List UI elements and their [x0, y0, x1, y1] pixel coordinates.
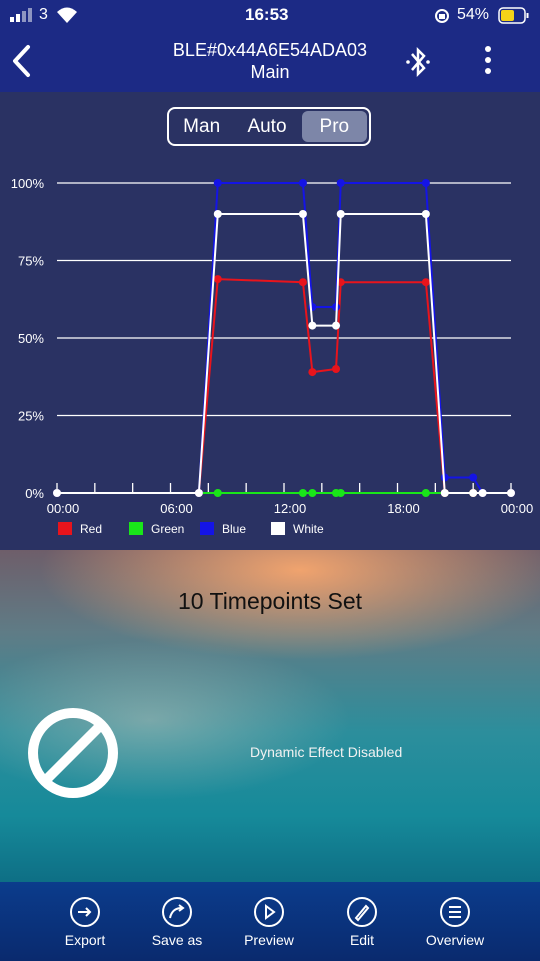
data-point — [53, 489, 61, 497]
data-point — [478, 489, 487, 497]
data-point — [308, 489, 317, 497]
data-point — [336, 179, 345, 187]
x-tick-label: 18:00 — [387, 501, 420, 516]
data-point — [308, 321, 317, 330]
bottom-toolbar: Export Save as Preview Edit Overview — [0, 882, 540, 961]
data-point — [332, 365, 341, 373]
y-tick-label: 25% — [18, 409, 44, 424]
legend-swatch — [129, 522, 143, 535]
data-point — [213, 210, 222, 218]
toolbar-button[interactable]: Preview — [219, 882, 319, 961]
clock: 16:53 — [245, 5, 289, 24]
toolbar-label: Overview — [425, 932, 485, 948]
battery-icon — [498, 7, 529, 24]
mode-button[interactable]: Auto — [247, 115, 287, 137]
data-point — [213, 275, 222, 284]
toolbar-label: Export — [64, 932, 106, 948]
data-point — [298, 489, 307, 497]
back-button[interactable] — [10, 44, 34, 78]
legend-label: White — [293, 522, 324, 536]
toolbar-label: Save as — [151, 932, 203, 948]
data-point — [213, 489, 222, 497]
more-menu-button[interactable] — [480, 44, 496, 78]
data-point — [421, 278, 430, 287]
mode-selector: Man Auto Pro — [167, 107, 371, 146]
wifi-icon — [57, 7, 77, 23]
data-point — [421, 210, 430, 218]
rotation-lock-icon — [435, 9, 449, 23]
toolbar-button[interactable]: Edit — [312, 882, 412, 961]
effect-status: Dynamic Effect Disabled — [250, 744, 403, 760]
data-point — [421, 179, 430, 187]
toolbar-icon — [254, 897, 284, 927]
toolbar-icon — [70, 897, 100, 927]
data-point — [298, 278, 307, 287]
legend-label: Blue — [222, 522, 246, 536]
data-point — [469, 473, 478, 482]
mode-button[interactable]: Man — [183, 115, 221, 137]
x-tick-label: 00:00 — [47, 501, 80, 516]
legend-label: Green — [151, 522, 184, 536]
mode-button[interactable]: Pro — [301, 111, 367, 142]
toolbar-label: Edit — [349, 932, 375, 948]
y-tick-label: 75% — [18, 254, 44, 269]
battery-percent: 54% — [457, 6, 490, 23]
legend-label: Red — [80, 522, 102, 536]
data-point — [332, 321, 341, 330]
signal-icon — [10, 8, 32, 22]
legend-swatch — [271, 522, 285, 535]
disabled-icon — [28, 708, 118, 798]
y-tick-label: 50% — [18, 331, 44, 346]
series-line — [57, 213, 511, 494]
data-point — [421, 489, 430, 497]
data-point — [194, 489, 203, 497]
toolbar-label: Preview — [244, 932, 294, 948]
toolbar-button[interactable]: Export — [35, 882, 135, 961]
data-point — [336, 210, 345, 218]
y-tick-label: 0% — [25, 486, 44, 501]
legend-swatch — [58, 522, 72, 535]
chart-panel: Man Auto Pro 0% 25% 50% 75% 100% 00:00 06:00 12:0… — [0, 92, 540, 550]
chart: 0% 25% 50% 75% 100% 00:00 06:00 12:00 18:00 00:00… — [11, 176, 534, 536]
y-tick-label: 100% — [11, 176, 45, 191]
timepoints-count: 10 Timepoints Set — [177, 588, 363, 614]
bluetooth-button[interactable] — [404, 46, 432, 78]
data-point — [213, 179, 222, 187]
x-tick-label: 06:00 — [160, 501, 193, 516]
toolbar-icon — [162, 897, 192, 927]
data-point — [298, 179, 307, 187]
device-group: Main — [250, 62, 290, 82]
data-point — [298, 210, 307, 218]
status-bar: 3 16:53 54% — [0, 0, 540, 32]
nav-header: BLE#0x44A6E54ADA03 Main — [0, 32, 540, 92]
data-point — [507, 489, 515, 497]
toolbar-button[interactable]: Overview — [405, 882, 505, 961]
toolbar-icon — [347, 897, 377, 927]
data-point — [469, 489, 478, 497]
device-name: BLE#0x44A6E54ADA03 — [172, 40, 368, 60]
legend-swatch — [200, 522, 214, 535]
toolbar-button[interactable]: Save as — [127, 882, 227, 961]
x-tick-label: 00:00 — [501, 501, 534, 516]
x-tick-label: 12:00 — [274, 501, 307, 516]
data-point — [440, 489, 449, 497]
carrier: 3 — [39, 6, 48, 23]
data-point — [308, 368, 317, 377]
toolbar-icon — [440, 897, 470, 927]
data-point — [336, 489, 345, 497]
effect-banner: 10 Timepoints Set Dynamic Effect Disable… — [0, 550, 540, 882]
